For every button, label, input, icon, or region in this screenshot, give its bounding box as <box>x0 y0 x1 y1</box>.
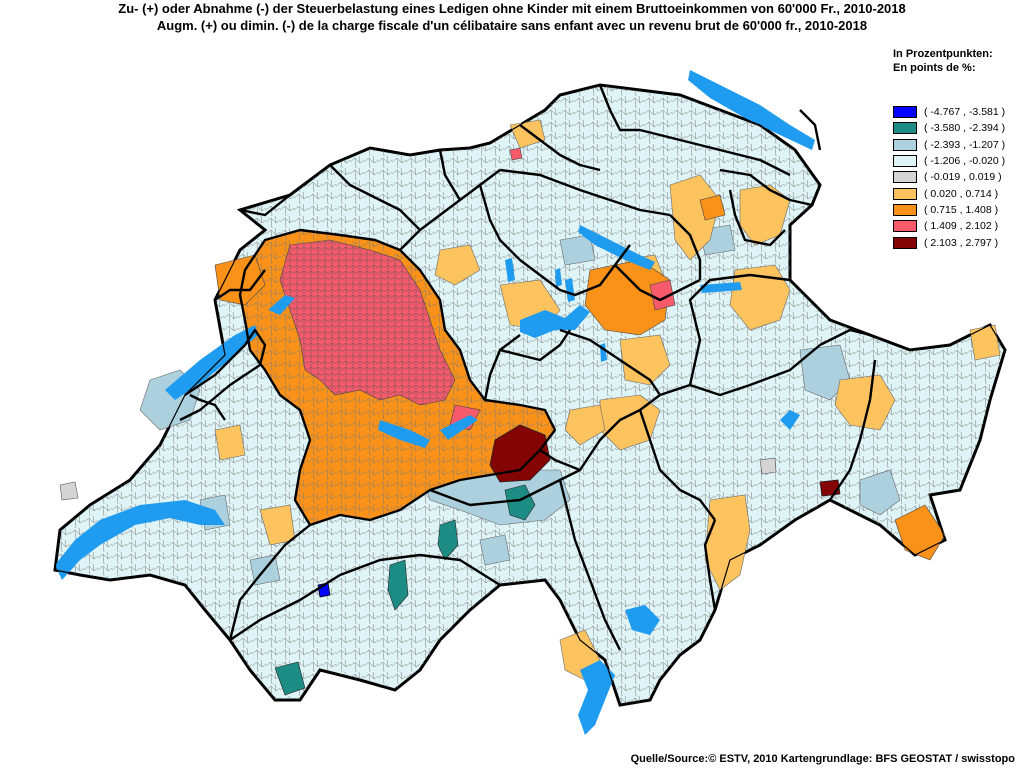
lake-zurich <box>578 225 655 270</box>
legend-row: ( -4.767 , -3.581 ) <box>893 104 1021 120</box>
source-credit: Quelle/Source:© ESTV, 2010 Kartengrundla… <box>630 753 1015 765</box>
legend-row: ( 2.103 , 2.797 ) <box>893 234 1021 250</box>
class-teal-regions <box>274 484 536 696</box>
canton-borders <box>179 84 877 651</box>
legend-row: ( 0.715 , 1.408 ) <box>893 202 1021 218</box>
lake-engadin <box>780 410 800 430</box>
title-french: Augm. (+) ou dimin. (-) de la charge fis… <box>156 18 868 33</box>
legend-list: ( -4.767 , -3.581 ) ( -3.580 , -2.394 ) ( … <box>893 104 1021 251</box>
legend-label: ( 1.409 , 2.102 ) <box>924 220 999 233</box>
legend-row: ( 1.409 , 2.102 ) <box>893 218 1021 234</box>
class-darkred-regions <box>489 424 841 497</box>
legend-label: ( -3.580 , -2.394 ) <box>924 122 1006 135</box>
lake-constance <box>688 70 815 150</box>
lake-lucerne <box>520 305 590 338</box>
legend-swatch <box>893 203 917 216</box>
legend-swatch <box>893 138 917 151</box>
lake-sempach <box>505 258 515 282</box>
legend-swatch <box>893 236 917 249</box>
lake-brienz <box>440 415 478 440</box>
legend-swatch <box>893 122 917 135</box>
lake-geneva <box>55 500 225 580</box>
lake-lugano <box>625 605 660 635</box>
lake-biel <box>268 295 295 315</box>
class-lightorange-regions <box>214 119 1001 681</box>
legend-title-french: En points de %: <box>893 62 976 74</box>
legend-swatch <box>893 155 917 168</box>
legend: In Prozentpunkten: En points de %: ( -4.… <box>893 47 1021 251</box>
class-gray-regions <box>59 457 777 501</box>
legend-label: ( 0.020 , 0.714 ) <box>924 187 999 200</box>
lake-thun <box>378 420 430 448</box>
lakes <box>55 70 815 735</box>
legend-label: ( -1.206 , -0.020 ) <box>924 155 1006 168</box>
lake-maggiore <box>578 660 615 735</box>
legend-swatch <box>893 187 917 200</box>
legend-label: ( -4.767 , -3.581 ) <box>924 106 1006 119</box>
legend-label: ( 0.715 , 1.408 ) <box>924 203 999 216</box>
legend-row: ( -0.019 , 0.019 ) <box>893 169 1021 185</box>
legend-row: ( -3.580 , -2.394 ) <box>893 120 1021 136</box>
legend-row: ( 0.020 , 0.714 ) <box>893 185 1021 201</box>
legend-label: ( -0.019 , 0.019 ) <box>924 171 1002 184</box>
legend-swatch <box>893 220 917 233</box>
legend-label: ( 2.103 , 2.797 ) <box>924 236 999 249</box>
lake-walen <box>700 282 742 293</box>
country-border <box>54 84 1006 706</box>
legend-label: ( -2.393 , -1.207 ) <box>924 138 1006 151</box>
title-block: Zu- (+) oder Abnahme (-) der Steuerbelas… <box>0 0 1024 34</box>
title-german: Zu- (+) oder Abnahme (-) der Steuerbelas… <box>118 1 906 16</box>
legend-swatch <box>893 106 917 119</box>
legend-swatch <box>893 171 917 184</box>
legend-title-german: In Prozentpunkten: <box>893 48 993 60</box>
lake-neuchatel <box>165 325 258 400</box>
legend-row: ( -2.393 , -1.207 ) <box>893 137 1021 153</box>
lake-sihl <box>555 268 562 287</box>
legend-row: ( -1.206 , -0.020 ) <box>893 153 1021 169</box>
lake-zug <box>565 278 575 302</box>
